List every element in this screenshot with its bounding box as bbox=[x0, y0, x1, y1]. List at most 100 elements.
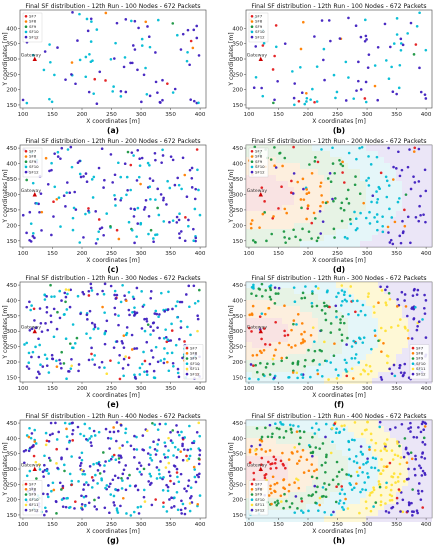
node-point-sf12 bbox=[179, 230, 183, 233]
coverage-zone-cell bbox=[288, 187, 294, 193]
legend-marker-sf9 bbox=[185, 357, 189, 360]
panel-caption: (e) bbox=[107, 400, 119, 409]
node-point-sf12 bbox=[153, 447, 157, 451]
coverage-zone-cell bbox=[372, 318, 378, 324]
node-point-sf11 bbox=[367, 292, 370, 295]
node-point-sf12 bbox=[113, 474, 117, 478]
coverage-zone-cell bbox=[306, 217, 312, 223]
node-point-sf10 bbox=[364, 488, 368, 492]
node-point-sf9 bbox=[275, 426, 279, 430]
node-point-sf12 bbox=[403, 371, 406, 375]
coverage-zone-cell bbox=[378, 229, 384, 235]
node-point-sf10 bbox=[347, 439, 350, 443]
node-point-sf11 bbox=[396, 454, 400, 458]
coverage-zone-cell bbox=[384, 426, 390, 432]
node-point-sf10 bbox=[115, 509, 119, 512]
coverage-zone-cell bbox=[348, 510, 354, 516]
y-axis-label: Y coordinates [m] bbox=[2, 305, 9, 359]
coverage-zone-cell bbox=[336, 306, 342, 312]
node-point-sf10 bbox=[188, 305, 191, 309]
coverage-zone-cell bbox=[306, 241, 312, 247]
node-point-sf10 bbox=[52, 335, 56, 339]
node-point-sf9 bbox=[314, 501, 317, 505]
coverage-zone-cell bbox=[330, 462, 336, 468]
node-point-sf12 bbox=[84, 172, 88, 175]
node-point-sf12 bbox=[154, 80, 158, 84]
coverage-zone-cell bbox=[270, 306, 276, 312]
coverage-zone-cell bbox=[408, 504, 414, 510]
node-point-sf9 bbox=[338, 328, 341, 331]
node-point-sf12 bbox=[323, 78, 326, 82]
coverage-zone-cell bbox=[294, 157, 300, 163]
node-point-sf12 bbox=[133, 19, 137, 23]
node-point-sf12 bbox=[254, 45, 258, 48]
coverage-zone-cell bbox=[378, 474, 384, 480]
node-point-sf11 bbox=[398, 472, 402, 476]
node-point-sf10 bbox=[65, 191, 69, 194]
coverage-zone-cell bbox=[360, 157, 366, 163]
node-point-sf12 bbox=[81, 508, 84, 511]
legend-label: SF12 bbox=[255, 507, 265, 512]
coverage-zone-cell bbox=[348, 336, 354, 342]
coverage-zone-cell bbox=[252, 438, 258, 444]
coverage-zone-cell bbox=[372, 157, 378, 163]
x-tick-label: 200 bbox=[303, 112, 314, 118]
coverage-zone-cell bbox=[330, 169, 336, 175]
node-point-sf12 bbox=[419, 430, 423, 434]
coverage-zone-cell bbox=[264, 229, 270, 235]
node-point-sf9 bbox=[49, 459, 52, 462]
coverage-zone-cell bbox=[414, 504, 420, 510]
node-point-sf11 bbox=[164, 466, 168, 469]
node-point-sf12 bbox=[175, 221, 179, 224]
x-tick-label: 100 bbox=[244, 112, 255, 118]
coverage-zone-cell bbox=[324, 336, 330, 342]
node-point-sf11 bbox=[384, 301, 388, 305]
node-point-sf12 bbox=[376, 45, 380, 49]
node-point-sf12 bbox=[64, 205, 67, 208]
coverage-zone-cell bbox=[288, 229, 294, 235]
coverage-zone-cell bbox=[414, 217, 420, 223]
coverage-zone-cell bbox=[276, 181, 282, 187]
node-point-sf12 bbox=[178, 337, 181, 341]
coverage-zone-cell bbox=[318, 516, 324, 522]
node-point-sf12 bbox=[116, 488, 119, 492]
node-point-sf11 bbox=[196, 329, 199, 333]
node-point-sf10 bbox=[103, 464, 106, 467]
coverage-zone-cell bbox=[372, 175, 378, 181]
node-point-sf9 bbox=[334, 500, 338, 504]
node-point-sf8 bbox=[305, 192, 309, 196]
coverage-zone-cell bbox=[390, 312, 396, 318]
node-point-sf12 bbox=[390, 372, 394, 375]
coverage-zone-cell bbox=[330, 480, 336, 486]
coverage-zone-cell bbox=[414, 498, 420, 504]
node-point-sf12 bbox=[150, 481, 153, 485]
coverage-zone-cell bbox=[414, 187, 420, 193]
node-point-sf12 bbox=[388, 241, 392, 244]
coverage-zone-cell bbox=[246, 187, 252, 193]
coverage-zone-cell bbox=[414, 199, 420, 205]
coverage-zone-cell bbox=[258, 372, 264, 378]
node-point-sf9 bbox=[311, 451, 314, 455]
node-point-sf12 bbox=[98, 227, 102, 231]
node-point-sf12 bbox=[61, 505, 65, 508]
node-point-sf12 bbox=[105, 319, 109, 323]
node-point-sf9 bbox=[282, 230, 286, 233]
node-point-sf12 bbox=[181, 32, 185, 36]
node-point-sf12 bbox=[93, 323, 97, 327]
y-tick-label: 450 bbox=[232, 421, 243, 427]
node-point-sf9 bbox=[311, 435, 314, 439]
node-point-sf8 bbox=[273, 490, 277, 494]
coverage-zone-cell bbox=[264, 354, 270, 360]
coverage-zone-cell bbox=[348, 468, 354, 474]
node-point-sf12 bbox=[56, 155, 60, 158]
coverage-zone-cell bbox=[318, 163, 324, 169]
node-point-sf11 bbox=[271, 357, 275, 361]
node-point-sf8 bbox=[268, 449, 272, 452]
coverage-zone-cell bbox=[402, 456, 408, 462]
coverage-zone-cell bbox=[378, 480, 384, 486]
node-point-sf8 bbox=[386, 225, 390, 229]
coverage-zone-cell bbox=[318, 300, 324, 306]
coverage-zone-cell bbox=[402, 372, 408, 378]
coverage-zone-cell bbox=[354, 199, 360, 205]
node-point-sf10 bbox=[28, 469, 32, 473]
